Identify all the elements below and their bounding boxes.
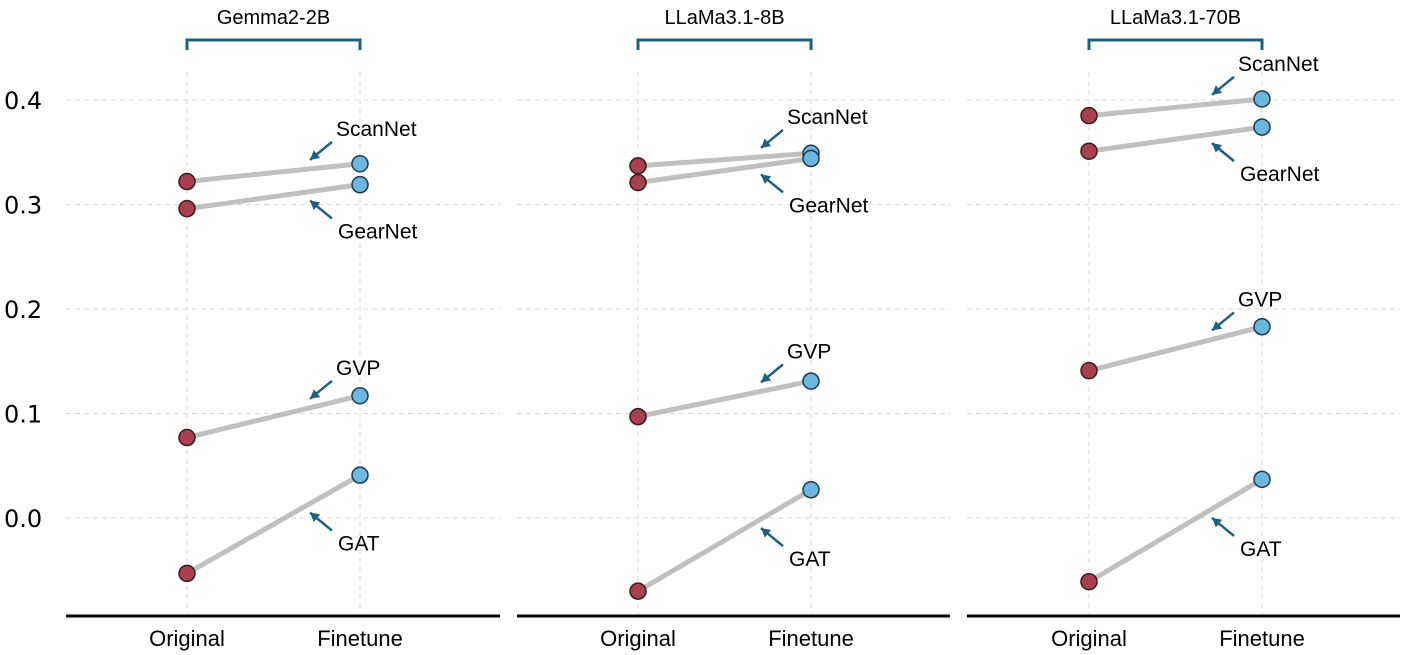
point-original — [629, 582, 647, 600]
series-label: ScanNet — [787, 106, 868, 129]
slope-line — [1086, 96, 1265, 119]
y-tick-label: 0.3 — [4, 192, 42, 220]
point-original — [1080, 572, 1098, 591]
series-label: GVP — [787, 340, 831, 363]
slope-line — [1086, 124, 1265, 154]
series-label: ScanNet — [336, 118, 417, 141]
point-original — [178, 172, 196, 191]
slope-line — [184, 472, 363, 576]
point-original — [629, 173, 647, 192]
panel: Original Finetune LLaMa3.1-8B ScanNet GearNe… — [517, 7, 950, 651]
point-finetune — [1253, 90, 1271, 108]
arrow-head — [761, 174, 772, 185]
point-finetune — [351, 386, 369, 405]
x-tick-label: Finetune — [317, 626, 403, 651]
slope-line — [184, 182, 363, 212]
arrow-head — [1212, 320, 1223, 331]
point-original — [629, 157, 647, 175]
arrow-head — [1212, 85, 1223, 95]
slope-line — [635, 378, 814, 420]
point-original — [178, 564, 196, 583]
arrow-head — [310, 200, 321, 211]
slope-line — [184, 393, 363, 441]
point-original — [178, 199, 196, 218]
panel-bracket — [636, 38, 813, 50]
y-tick-label: 0.2 — [4, 296, 42, 324]
x-tick-label: Original — [149, 626, 225, 651]
slope-line — [635, 487, 814, 594]
series-label: GearNet — [1240, 163, 1320, 186]
arrow-head — [310, 389, 321, 399]
point-finetune — [1253, 470, 1271, 489]
point-finetune — [802, 372, 820, 390]
point-original — [629, 407, 647, 426]
x-tick-label: Finetune — [1219, 626, 1305, 651]
point-finetune — [802, 481, 820, 499]
y-tick-label: 0.4 — [4, 87, 42, 115]
slope-line — [635, 150, 814, 169]
point-finetune — [351, 175, 369, 194]
arrow-head — [761, 138, 772, 148]
panel-title: Gemma2-2B — [217, 7, 330, 29]
arrow-head — [761, 528, 772, 538]
series-label: GAT — [789, 548, 831, 571]
series-label: GearNet — [789, 194, 869, 217]
y-tick-label: 0.1 — [4, 401, 42, 429]
point-original — [1080, 361, 1098, 380]
slope-line — [1086, 324, 1265, 374]
point-finetune — [351, 154, 369, 173]
slope-line — [635, 156, 814, 186]
arrow-head — [1212, 517, 1223, 528]
series-label: GVP — [1238, 288, 1282, 311]
series-label: GAT — [1240, 538, 1282, 561]
panel: Original Finetune LLaMa3.1-70B ScanNet GearN… — [967, 7, 1400, 651]
arrow-head — [310, 512, 321, 523]
series-label: GAT — [338, 533, 380, 556]
slope-line — [184, 161, 363, 185]
point-finetune — [802, 149, 820, 168]
point-finetune — [1253, 318, 1271, 336]
y-tick-label: 0.0 — [4, 505, 42, 533]
panel-title: LLaMa3.1-8B — [664, 7, 784, 29]
x-tick-label: Original — [600, 626, 676, 651]
panel-bracket — [185, 38, 362, 50]
series-label: ScanNet — [1238, 53, 1319, 76]
series-label: GearNet — [338, 221, 418, 244]
x-tick-label: Finetune — [768, 626, 854, 651]
y-axis: 0.0 0.1 0.2 0.3 0.4 — [4, 87, 42, 533]
chart-panels: Original Finetune Gemma2-2B ScanNet GearNet G… — [66, 7, 1400, 651]
arrow-head — [310, 150, 321, 160]
panel-bracket — [1087, 38, 1264, 50]
point-original — [1080, 142, 1098, 160]
arrow-head — [1212, 143, 1223, 153]
series-label: GVP — [336, 357, 380, 380]
slope-line — [1086, 476, 1265, 585]
panel: Original Finetune Gemma2-2B ScanNet GearNet G… — [66, 7, 500, 651]
panel-title: LLaMa3.1-70B — [1110, 7, 1241, 29]
arrow-head — [761, 372, 772, 383]
point-original — [178, 428, 196, 447]
point-original — [1080, 106, 1098, 125]
point-finetune — [1253, 118, 1271, 136]
point-finetune — [351, 466, 369, 484]
x-tick-label: Original — [1051, 626, 1127, 651]
